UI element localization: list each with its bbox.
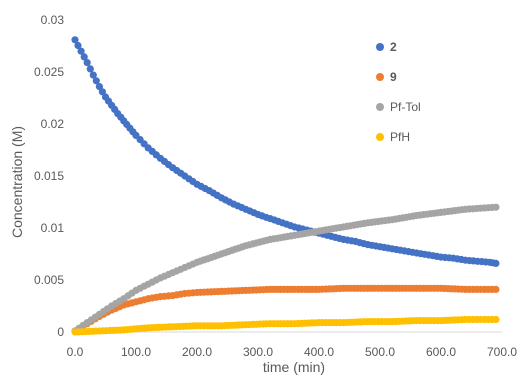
legend: 2 9 Pf-Tol PfH — [376, 40, 421, 144]
data-point — [492, 203, 500, 211]
y-tick-label: 0.025 — [34, 65, 64, 79]
x-tick-label: 600.0 — [426, 345, 456, 359]
x-tick-label: 0.0 — [67, 345, 84, 359]
x-tick-label: 100.0 — [121, 345, 151, 359]
data-point — [492, 315, 500, 324]
legend-label: PfH — [390, 130, 410, 144]
legend-label: 9 — [390, 70, 397, 84]
y-axis-label: Concentration (M) — [9, 126, 25, 238]
x-tick-label: 700.0 — [487, 345, 517, 359]
y-tick-label: 0.02 — [41, 117, 65, 131]
data-point — [98, 88, 106, 96]
y-axis-tick-labels: 0 0.005 0.01 0.015 0.02 0.025 0.03 — [34, 13, 64, 339]
data-point — [83, 59, 91, 67]
data-point — [77, 47, 85, 55]
data-point — [74, 41, 82, 50]
series-layer — [71, 36, 500, 336]
x-tick-label: 400.0 — [304, 345, 334, 359]
legend-marker — [376, 43, 384, 51]
series-pfh — [71, 315, 500, 336]
data-point — [92, 77, 100, 85]
x-axis-tick-labels: 0.0 100.0 200.0 300.0 400.0 500.0 600.0 700.0 — [67, 345, 517, 359]
x-tick-label: 500.0 — [365, 345, 395, 359]
data-point — [95, 83, 103, 91]
x-tick-label: 300.0 — [243, 345, 273, 359]
legend-marker — [376, 73, 384, 81]
data-point — [80, 53, 88, 61]
legend-label: 2 — [390, 40, 397, 54]
y-tick-label: 0.015 — [34, 169, 64, 183]
data-point — [86, 65, 94, 73]
data-point — [71, 36, 79, 44]
legend-marker — [376, 133, 384, 141]
x-tick-label: 200.0 — [182, 345, 212, 359]
data-point — [492, 285, 500, 293]
y-tick-label: 0 — [57, 325, 64, 339]
y-tick-label: 0.005 — [34, 273, 64, 287]
x-axis-label: time (min) — [263, 359, 325, 375]
series-2 — [71, 36, 500, 267]
legend-marker — [376, 103, 384, 111]
series-9 — [71, 284, 500, 335]
data-point — [492, 259, 500, 267]
legend-label: Pf-Tol — [390, 100, 421, 114]
y-tick-label: 0.01 — [41, 221, 65, 235]
series-pf-tol — [71, 203, 500, 335]
data-point — [89, 71, 97, 79]
y-tick-label: 0.03 — [41, 13, 65, 27]
